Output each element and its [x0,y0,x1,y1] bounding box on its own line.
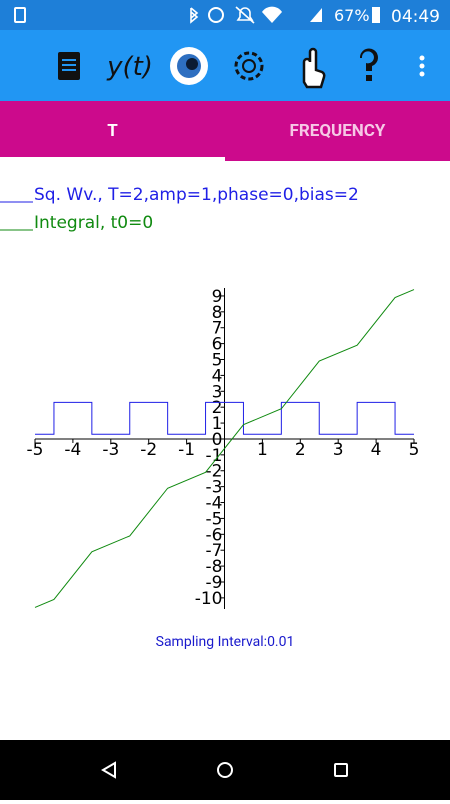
series-line [35,401,414,435]
y-tick-label: 6 [212,335,223,355]
x-tick-label: -5 [27,440,44,460]
x-tick-label: -4 [64,440,81,460]
chart: Sq. Wv., T=2,amp=1,phase=0,bias=2 Integra… [0,185,420,609]
tab-bar: T FREQUENCY [0,101,450,161]
y-tick-label: 5 [212,351,223,371]
status-bar: 67% 04:49 [0,0,450,30]
series-line [34,289,415,608]
mute-icon [235,6,255,24]
x-tick-label: -1 [178,440,195,460]
y-tick-label: 2 [212,398,223,418]
y-tick-label: 3 [212,382,223,402]
x-tick-label: 3 [333,440,344,460]
legend-label: Integral, t0=0 [34,213,153,233]
status-icons: 67% 04:49 [14,6,440,27]
menu-button[interactable] [419,55,425,77]
touch-button[interactable] [302,47,326,89]
y-tick-label: -8 [206,557,223,577]
x-tick-label: 5 [409,440,420,460]
clock: 04:49 [391,7,440,27]
x-tick-label: -3 [102,440,119,460]
recents-button[interactable] [334,763,348,777]
back-button[interactable] [101,761,116,779]
legend-label: Sq. Wv., T=2,amp=1,phase=0,bias=2 [34,185,359,205]
y-tick-label: -1 [206,446,223,466]
notification-icon [14,7,26,23]
tab-indicator [0,157,225,161]
y-tick-label: 1 [212,414,223,434]
y-tick-label: 0 [212,430,223,450]
battery-text: 67% [334,6,370,25]
y-tick-label: -4 [206,494,223,514]
x-tick-label: 4 [371,440,382,460]
dnd-icon [208,7,224,23]
y-tick-label: -5 [206,509,223,529]
x-tick-label: 2 [295,440,306,460]
y-tick-label: -7 [206,541,223,561]
tab[interactable]: T [107,121,118,141]
nav-bar [0,740,450,800]
settings-button[interactable] [234,51,264,81]
x-tick-label: 1 [257,440,268,460]
document-button[interactable] [58,52,80,80]
signal-icon [310,8,322,22]
bluetooth-icon [190,7,199,24]
sampling-note: Sampling Interval:0.01 [155,634,295,650]
wifi-icon [262,6,282,23]
battery-icon [372,7,380,23]
y-tick-label: 8 [212,303,223,323]
y-tick-label: -10 [195,589,223,609]
tab[interactable]: FREQUENCY [289,121,386,141]
view-button[interactable] [170,47,208,85]
y-tick-label: 7 [212,319,223,339]
y-tick-label: -6 [206,525,223,545]
help-button[interactable] [359,48,378,81]
x-tick-label: -2 [140,440,157,460]
function-button[interactable]: y(t) [106,52,153,82]
nav-icons [101,761,348,779]
y-tick-label: -9 [206,573,223,593]
y-tick-label: 4 [212,366,223,386]
y-tick-label: 9 [212,287,223,307]
home-button[interactable] [217,762,233,778]
toolbar: y(t) [0,30,450,101]
toolbar-icons: y(t) [58,47,425,89]
y-tick-label: -3 [206,478,223,498]
